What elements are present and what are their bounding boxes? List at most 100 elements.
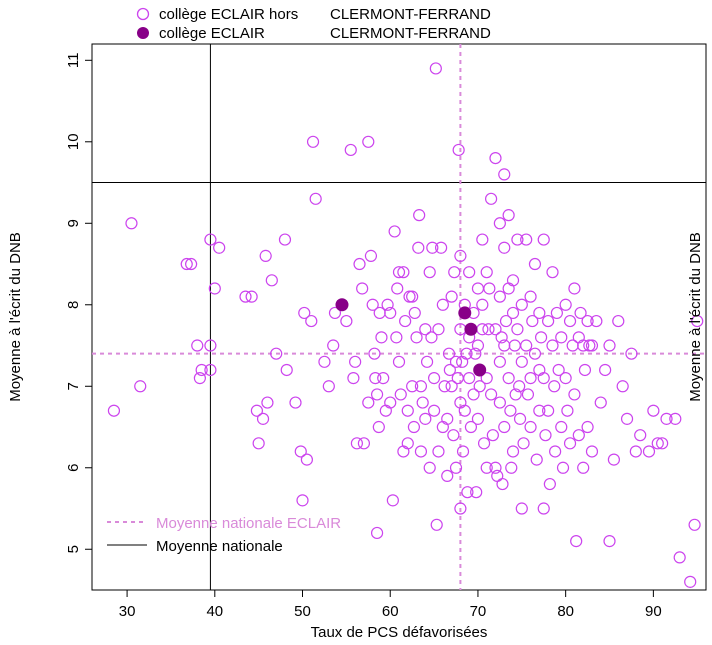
data-point: [384, 306, 397, 320]
data-point: [425, 331, 438, 344]
data-point: [420, 355, 434, 368]
data-point: [427, 372, 441, 385]
data-point: [485, 388, 498, 401]
data-point: [448, 266, 461, 279]
data-point: [388, 225, 401, 238]
data-point: [556, 461, 570, 474]
data-point: [537, 502, 550, 515]
data-point: [419, 412, 432, 425]
data-point: [356, 282, 369, 295]
data-point: [498, 168, 511, 181]
data-point: [515, 355, 528, 368]
data-point: [483, 282, 496, 295]
legend-filled-circle-marker: [137, 27, 149, 39]
data-point: [489, 151, 502, 165]
data-point: [520, 339, 533, 352]
data-point: [386, 494, 399, 507]
data-point: [603, 339, 616, 352]
data-point: [239, 290, 252, 303]
data-point: [559, 372, 572, 385]
legend-entry-1-label-b: CLERMONT-FERRAND: [330, 6, 491, 23]
data-point: [436, 298, 449, 311]
data-point: [581, 420, 594, 434]
data-point: [406, 290, 419, 303]
data-point: [364, 249, 378, 262]
data-point: [572, 429, 585, 442]
data-point: [469, 347, 482, 360]
data-point: [581, 314, 594, 328]
data-point: [204, 363, 217, 377]
data-point: [430, 518, 443, 531]
data-point: [590, 314, 603, 328]
data-point: [289, 396, 302, 409]
data-point: [432, 323, 445, 336]
data-point: [350, 437, 363, 450]
bottom-legend: Moyenne nationale ECLAIR Moyenne nationa…: [107, 515, 341, 555]
data-point: [463, 372, 476, 385]
data-point: [379, 404, 392, 417]
data-point: [511, 323, 524, 336]
data-point: [399, 314, 412, 328]
data-point: [528, 257, 542, 271]
filled-points-layer: [335, 298, 487, 377]
data-point: [629, 445, 642, 458]
data-point: [416, 396, 429, 409]
legend-open-circle-marker: [136, 7, 150, 21]
data-point: [280, 363, 293, 377]
data-point: [426, 241, 439, 254]
data-point: [265, 274, 278, 287]
data-point: [502, 282, 515, 295]
data-point: [261, 396, 274, 409]
x-tick-label: 90: [645, 603, 662, 620]
data-point: [543, 477, 556, 491]
data-point: [669, 412, 682, 425]
data-point: [485, 192, 498, 205]
data-point: [585, 445, 599, 458]
data-point: [509, 388, 522, 401]
data-point: [463, 266, 476, 279]
data-point: [381, 298, 394, 311]
legend-national-label: Moyenne nationale: [156, 538, 283, 555]
data-point: [185, 257, 198, 271]
data-point: [460, 347, 473, 360]
data-point: [306, 135, 320, 148]
data-point: [328, 306, 342, 320]
data-point: [528, 347, 542, 360]
data-point: [526, 314, 539, 328]
data-point: [647, 404, 660, 417]
data-point-clermont: [335, 298, 349, 312]
y-tick-label: 5: [65, 545, 82, 553]
data-point: [506, 445, 520, 458]
data-point: [524, 420, 537, 434]
data-point: [414, 445, 428, 458]
data-point-clermont: [473, 363, 487, 377]
x-axis-title: Taux de PCS défavorisées: [311, 624, 488, 641]
data-point: [542, 404, 555, 417]
data-point: [353, 257, 366, 271]
data-point: [684, 575, 697, 588]
data-point: [401, 404, 414, 417]
data-point: [616, 380, 629, 393]
y-tick-label: 11: [65, 53, 82, 69]
data-point: [305, 314, 318, 328]
data-point: [508, 339, 521, 352]
y-tick-label: 6: [65, 464, 82, 472]
data-point: [496, 477, 509, 491]
data-point: [542, 314, 555, 328]
data-point: [563, 314, 577, 328]
data-point: [445, 380, 458, 393]
data-point: [574, 306, 587, 320]
data-point: [566, 339, 579, 352]
data-point: [583, 339, 596, 352]
data-point: [486, 429, 499, 442]
data-point: [620, 412, 634, 425]
data-point: [533, 363, 546, 377]
data-point: [559, 298, 572, 311]
data-point: [344, 143, 357, 157]
data-point: [476, 233, 489, 246]
data-point: [370, 526, 384, 540]
data-point: [454, 249, 467, 262]
data-point: [511, 233, 524, 246]
data-point: [407, 420, 421, 434]
data-point: [349, 355, 362, 368]
